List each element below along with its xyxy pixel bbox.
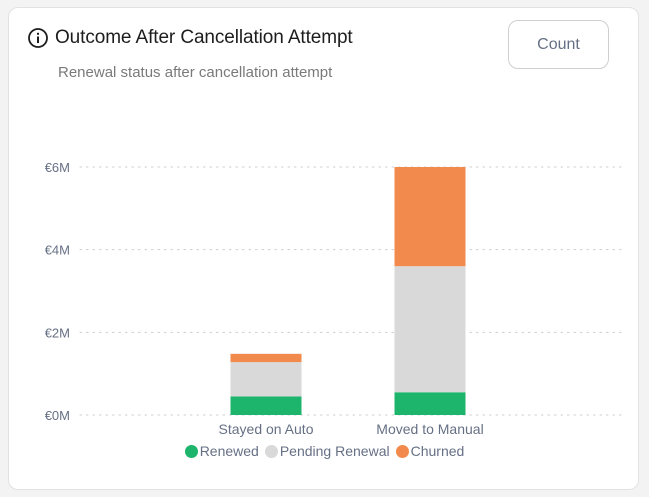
bar-segment (230, 353, 302, 363)
legend-label: Renewed (199, 443, 259, 459)
bar-segment (394, 167, 466, 267)
bar-segment (394, 392, 466, 415)
x-tick-label: Stayed on Auto (219, 421, 314, 437)
legend-label: Churned (410, 443, 465, 459)
legend-swatch (184, 444, 198, 458)
bar-segment (230, 362, 302, 397)
count-button[interactable]: Count (508, 20, 609, 69)
legend-swatch (264, 444, 278, 458)
info-icon[interactable] (27, 27, 49, 49)
chart-legend: Renewed Pending Renewal Churned (0, 443, 649, 459)
chart-card (8, 7, 639, 490)
title-row: Outcome After Cancellation Attempt (27, 27, 353, 49)
chart-title: Outcome After Cancellation Attempt (55, 27, 353, 48)
bar-segment (230, 396, 302, 415)
legend-item[interactable]: Pending Renewal (264, 443, 390, 459)
bar-segment (394, 266, 466, 393)
stacked-bar-chart: €0M €2M €4M €6M Stayed on Auto Moved to Manua… (45, 160, 623, 437)
y-tick-label: €0M (45, 408, 70, 423)
legend-item[interactable]: Renewed (184, 443, 259, 459)
legend-swatch (395, 444, 409, 458)
legend-label: Pending Renewal (279, 443, 390, 459)
x-tick-label: Moved to Manual (376, 421, 483, 437)
y-tick-label: €6M (45, 160, 70, 175)
chart-subtitle: Renewal status after cancellation attemp… (58, 64, 333, 81)
y-tick-label: €2M (45, 325, 70, 340)
y-tick-label: €4M (45, 243, 70, 258)
legend-item[interactable]: Churned (395, 443, 465, 459)
